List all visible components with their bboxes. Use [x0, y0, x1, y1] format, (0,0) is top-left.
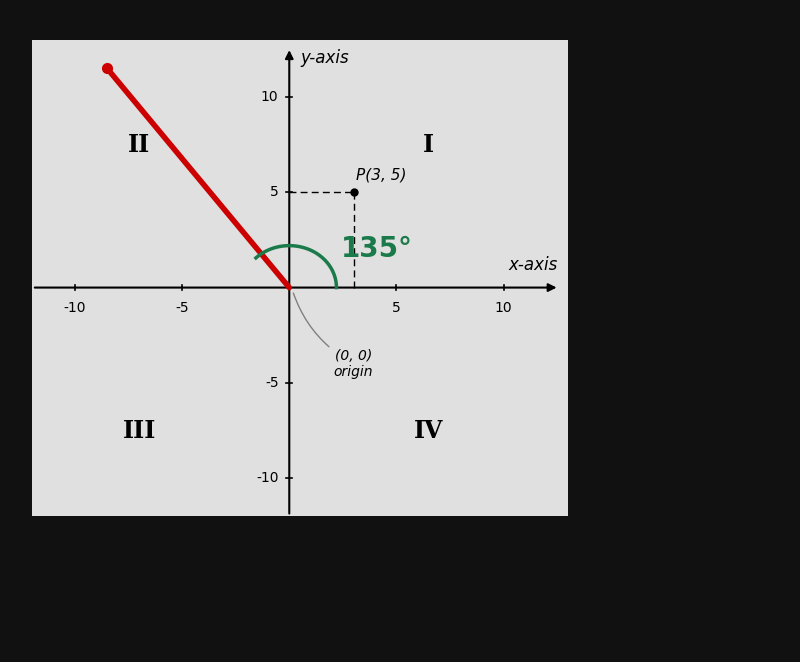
Text: -5: -5: [265, 376, 278, 390]
Text: 135°: 135°: [341, 236, 413, 263]
Text: (0, 0)
origin: (0, 0) origin: [294, 293, 374, 379]
Text: P(3, 5): P(3, 5): [356, 167, 406, 183]
Text: y-axis: y-axis: [300, 49, 349, 68]
Text: I: I: [423, 132, 434, 157]
Text: III: III: [122, 418, 156, 443]
Text: 5: 5: [392, 301, 401, 315]
Text: 10: 10: [261, 90, 278, 104]
Text: II: II: [128, 132, 150, 157]
Text: x-axis: x-axis: [508, 256, 558, 274]
Text: -10: -10: [64, 301, 86, 315]
Text: 5: 5: [270, 185, 278, 199]
Text: -10: -10: [256, 471, 278, 485]
Text: -5: -5: [175, 301, 189, 315]
Text: IV: IV: [414, 418, 443, 443]
Text: 10: 10: [495, 301, 513, 315]
